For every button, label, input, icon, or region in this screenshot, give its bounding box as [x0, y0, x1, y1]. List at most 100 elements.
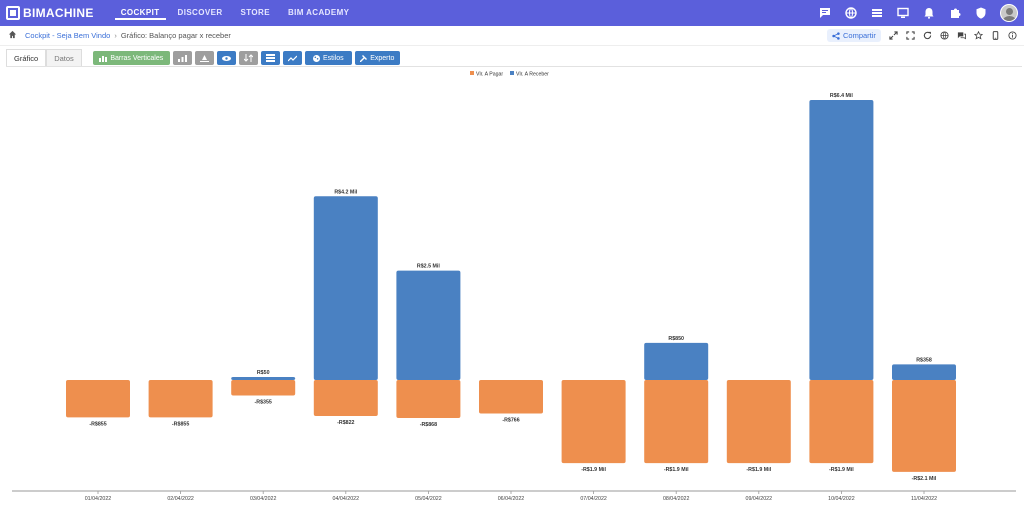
- comments-icon[interactable]: [955, 29, 967, 42]
- bar-pagar: [726, 380, 791, 464]
- data-label-receber: R$850: [668, 336, 684, 342]
- breadcrumb-current: Gráfico: Balanço pagar x receber: [120, 31, 231, 40]
- monitor-icon[interactable]: [896, 6, 910, 20]
- data-label-pagar: -R$1.9 Mil: [829, 467, 854, 473]
- bar-pagar: [66, 380, 130, 418]
- breadcrumb-cockpit[interactable]: Cockpit - Seja Bem Vindo: [25, 31, 111, 40]
- styles-label: Estilos: [322, 54, 344, 62]
- home-icon[interactable]: [8, 30, 17, 41]
- nav-bim-academy[interactable]: BIM ACADEMY: [287, 8, 350, 17]
- expert-button[interactable]: Experto: [354, 51, 400, 65]
- globe-small-icon[interactable]: [938, 29, 950, 42]
- x-tick-label: 09/04/2022: [746, 496, 773, 502]
- data-label-receber: R$2.5 Mil: [417, 264, 440, 270]
- x-tick-label: 07/04/2022: [580, 496, 607, 502]
- user-avatar[interactable]: [1000, 4, 1018, 22]
- x-tick-label: 08/04/2022: [663, 496, 690, 502]
- styles-button[interactable]: Estilos: [304, 51, 352, 65]
- x-tick-label: 10/04/2022: [828, 496, 855, 502]
- tab-datos[interactable]: Datos: [46, 49, 82, 67]
- bell-icon[interactable]: [922, 6, 936, 20]
- trend-button[interactable]: [282, 51, 302, 65]
- trend-line-icon: [287, 55, 297, 61]
- swap-axes-button[interactable]: [238, 51, 258, 65]
- legend-label: Vlr. A Pagar: [476, 72, 503, 78]
- data-label-pagar: -R$868: [420, 422, 437, 428]
- data-label-pagar: -R$2.1 Mil: [912, 476, 937, 482]
- nav-cockpit[interactable]: COCKPIT: [112, 0, 169, 26]
- chart-type-button[interactable]: Barras Verticales: [92, 51, 170, 65]
- data-label-pagar: -R$1.9 Mil: [581, 467, 606, 473]
- data-label-pagar: -R$766: [502, 418, 519, 424]
- swap-icon: [243, 54, 253, 62]
- x-tick-label: 06/04/2022: [498, 496, 525, 502]
- stacked-bar-chart: Vlr. A Pagar Vlr. A Receber -R$855 01/04/20…: [12, 71, 1016, 502]
- nav-store[interactable]: STORE: [240, 8, 270, 17]
- data-label-pagar: -R$855: [89, 421, 106, 427]
- chart-type-label: Barras Verticales: [110, 54, 164, 62]
- bar-pagar: [396, 380, 461, 418]
- brand-name: BIMACHINE: [23, 6, 94, 20]
- bar-receber: [396, 270, 461, 380]
- expert-label: Experto: [370, 54, 395, 62]
- x-tick-label: 03/04/2022: [250, 496, 277, 502]
- top-icons: [818, 0, 1018, 26]
- bar-receber: [231, 377, 296, 380]
- main-nav: COCKPIT DISCOVER STORE BIM ACADEMY: [112, 0, 359, 26]
- data-label-pagar: -R$822: [337, 420, 354, 426]
- eye-icon: [221, 55, 231, 61]
- palette-icon: [312, 54, 320, 62]
- bar-receber: [313, 196, 378, 380]
- axis-icon: [199, 54, 209, 62]
- fullscreen-icon[interactable]: [904, 29, 916, 42]
- bar-pagar: [313, 380, 378, 416]
- list-icon[interactable]: [870, 6, 884, 20]
- puzzle-icon[interactable]: [948, 6, 962, 20]
- data-label-pagar: -R$355: [255, 400, 272, 406]
- share-icon: [832, 31, 840, 40]
- legend-swatch: [470, 71, 474, 75]
- chart-actions: Barras Verticales Estilos Experto: [92, 51, 400, 65]
- bar-pagar: [892, 380, 956, 472]
- x-tick-label: 02/04/2022: [167, 496, 194, 502]
- data-label-pagar: -R$1.9 Mil: [746, 467, 771, 473]
- data-label-pagar: -R$855: [172, 421, 189, 427]
- mobile-icon[interactable]: [989, 29, 1001, 42]
- stack-icon: [265, 54, 275, 62]
- breadcrumb-bar: Cockpit - Seja Bem Vindo › Gráfico: Bala…: [0, 26, 1024, 46]
- stack-button[interactable]: [260, 51, 280, 65]
- star-icon[interactable]: [972, 29, 984, 42]
- share-button[interactable]: Compartir: [827, 29, 881, 42]
- chat-icon[interactable]: [818, 6, 832, 20]
- shield-icon[interactable]: [974, 6, 988, 20]
- data-label-receber: R$358: [916, 357, 932, 363]
- x-tick-label: 01/04/2022: [85, 496, 112, 502]
- info-icon[interactable]: [1006, 29, 1018, 42]
- x-tick-label: 04/04/2022: [333, 496, 360, 502]
- tab-grafico[interactable]: Gráfico: [6, 49, 47, 67]
- data-label-receber: R$50: [257, 370, 270, 376]
- breadcrumb-separator: ›: [114, 31, 117, 40]
- bar-receber: [892, 364, 956, 380]
- axis-button[interactable]: [194, 51, 214, 65]
- globe-icon[interactable]: [844, 6, 858, 20]
- bar-pagar: [809, 380, 874, 464]
- expand-icon[interactable]: [887, 29, 899, 42]
- chart-area: Vlr. A Pagar Vlr. A Receber -R$855 01/04/20…: [6, 66, 1022, 504]
- bar-pagar: [148, 380, 213, 418]
- bar-receber: [644, 342, 709, 380]
- legend-label: Vlr. A Receber: [516, 72, 549, 78]
- refresh-icon[interactable]: [921, 29, 933, 42]
- legend-swatch: [510, 71, 514, 75]
- bar-chart-icon: [99, 55, 108, 62]
- nav-discover[interactable]: DISCOVER: [177, 8, 223, 17]
- bar-receber: [809, 100, 874, 380]
- breadcrumb: Cockpit - Seja Bem Vindo › Gráfico: Bala…: [8, 30, 231, 41]
- bar-pagar: [231, 380, 296, 396]
- bar-pagar: [644, 380, 709, 464]
- logo-icon: [6, 6, 20, 20]
- brand-logo[interactable]: BIMACHINE: [6, 6, 94, 20]
- group-button[interactable]: [172, 51, 192, 65]
- view-button[interactable]: [216, 51, 236, 65]
- hierarchy-icon: [177, 54, 187, 62]
